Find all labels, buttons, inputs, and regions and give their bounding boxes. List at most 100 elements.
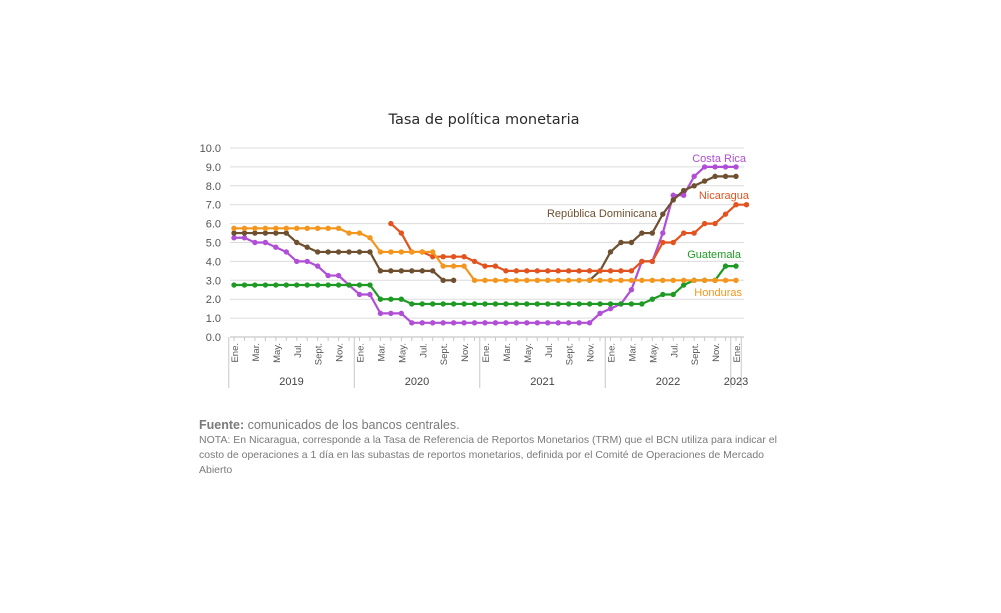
data-point: [628, 268, 635, 274]
chart-title: Tasa de política monetaria: [388, 112, 580, 128]
data-point: [618, 268, 624, 274]
y-axis: 0.0 1.0 2.0 3.0 4.0 5.0 6.0 7.0 8.0 9.0 10.0: [200, 143, 221, 344]
data-point: [283, 249, 289, 255]
data-point: [440, 253, 446, 260]
data-point: [701, 178, 708, 184]
x-axis: Ene. Mar. May. Jul. Sept. Nov. Ene. Mar. May. Jul…: [228, 337, 748, 388]
data-point: [607, 268, 614, 274]
data-point: [461, 320, 467, 326]
data-point: [712, 277, 718, 283]
data-point: [346, 249, 352, 255]
data-point: [377, 296, 384, 302]
data-point: [283, 230, 289, 236]
data-point: [430, 320, 436, 326]
data-point: [618, 239, 624, 246]
data-point: [534, 277, 540, 283]
data-point: [576, 277, 582, 283]
y-tick-label: 0.0: [206, 332, 221, 344]
data-point: [273, 282, 279, 288]
data-point: [628, 287, 635, 293]
data-point: [597, 310, 603, 317]
data-point: [586, 268, 593, 274]
data-point: [398, 230, 405, 236]
data-point: [482, 301, 488, 307]
data-point: [471, 258, 478, 265]
x-tick-label: Jul.: [293, 343, 304, 358]
data-point: [607, 277, 614, 283]
y-tick-label: 1.0: [206, 313, 221, 325]
data-point: [733, 164, 739, 170]
data-point: [660, 211, 666, 217]
data-point: [545, 320, 551, 326]
data-point: [524, 301, 530, 307]
data-point: [681, 187, 687, 194]
data-point: [555, 301, 561, 307]
data-point: [660, 277, 666, 283]
data-point: [670, 239, 676, 246]
data-point: [398, 310, 405, 317]
data-point: [701, 164, 708, 170]
data-point: [252, 230, 258, 236]
data-point: [691, 173, 697, 180]
data-point: [325, 272, 331, 279]
data-point: [450, 253, 457, 260]
y-tick-label: 3.0: [206, 275, 221, 287]
data-point: [409, 301, 415, 307]
data-point: [555, 268, 561, 274]
x-tick-label: Nov.: [586, 343, 597, 362]
data-point: [440, 301, 446, 307]
y-tick-label: 7.0: [206, 200, 221, 212]
data-point: [335, 272, 342, 279]
data-point: [461, 263, 467, 269]
data-point: [618, 301, 624, 307]
x-tick-label: Mar.: [251, 343, 262, 361]
data-point: [639, 301, 645, 307]
source-label: Fuente:: [199, 418, 245, 432]
data-point: [294, 239, 300, 246]
data-point: [597, 301, 603, 307]
data-point: [628, 277, 635, 283]
data-point: [367, 249, 373, 255]
data-point: [398, 268, 405, 274]
data-point: [649, 230, 656, 236]
data-point: [565, 301, 572, 307]
data-point: [513, 320, 520, 326]
data-point: [639, 258, 645, 265]
series-group: [231, 164, 750, 326]
data-point: [545, 301, 551, 307]
x-tick-label: Ene.: [607, 343, 618, 363]
data-point: [356, 282, 363, 288]
data-point: [607, 249, 614, 255]
source-text: comunicados de los bancos centrales.: [244, 418, 460, 432]
x-tick-label: Ene.: [732, 343, 743, 363]
data-point: [513, 268, 520, 274]
data-point: [670, 277, 676, 283]
data-point: [524, 320, 530, 326]
data-point: [565, 277, 572, 283]
data-point: [241, 235, 248, 241]
data-point: [419, 268, 425, 274]
data-point: [461, 253, 467, 260]
series-label: Costa Rica: [692, 153, 747, 165]
data-point: [231, 230, 237, 236]
data-point: [586, 277, 593, 283]
y-tick-label: 10.0: [200, 143, 221, 155]
data-point: [294, 225, 300, 232]
data-point: [450, 263, 457, 269]
x-tick-label: Ene.: [356, 343, 367, 363]
data-point: [691, 230, 697, 236]
data-point: [377, 249, 384, 255]
data-point: [388, 249, 394, 255]
data-point: [231, 235, 237, 241]
data-point: [701, 277, 708, 283]
data-point: [377, 268, 384, 274]
data-point: [576, 320, 582, 326]
data-point: [430, 301, 436, 307]
data-point: [722, 173, 729, 180]
data-point: [503, 268, 509, 274]
data-point: [649, 258, 656, 265]
data-point: [513, 277, 520, 283]
data-point: [430, 268, 436, 274]
data-point: [722, 164, 729, 170]
data-point: [576, 301, 582, 307]
